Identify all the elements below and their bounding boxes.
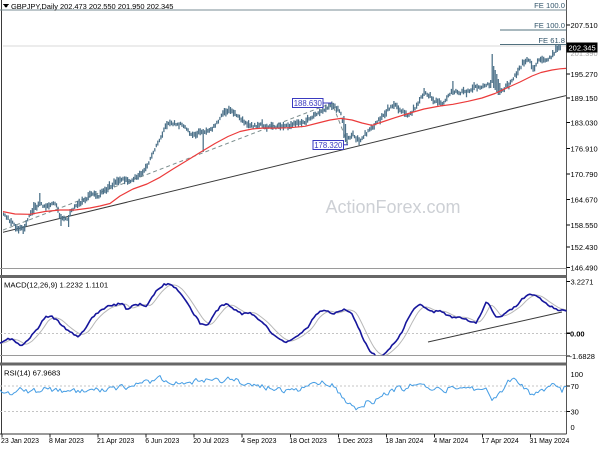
svg-text:189.150: 189.150 xyxy=(571,94,598,103)
svg-text:4 Mar 2024: 4 Mar 2024 xyxy=(433,438,468,445)
svg-text:FE 100.0: FE 100.0 xyxy=(534,1,565,10)
svg-text:183.030: 183.030 xyxy=(571,119,598,128)
svg-text:FE 61.8: FE 61.8 xyxy=(538,36,565,45)
svg-text:164.670: 164.670 xyxy=(571,196,598,205)
svg-text:188.630: 188.630 xyxy=(294,99,323,108)
svg-text:201.390: 201.390 xyxy=(571,49,598,58)
svg-text:ActionForex.com: ActionForex.com xyxy=(325,197,460,217)
svg-text:178.320: 178.320 xyxy=(314,141,343,150)
svg-text:176.910: 176.910 xyxy=(571,145,598,154)
svg-text:195.270: 195.270 xyxy=(571,70,598,79)
svg-text:23 Jan 2023: 23 Jan 2023 xyxy=(1,438,39,445)
svg-text:RSI(14) 67.9683: RSI(14) 67.9683 xyxy=(4,369,60,378)
svg-text:30: 30 xyxy=(571,408,579,417)
svg-text:21 Apr 2023: 21 Apr 2023 xyxy=(97,438,134,445)
svg-text:17 Apr 2024: 17 Apr 2024 xyxy=(482,438,519,445)
svg-text:MACD(12,26,9) 1.2232 1.1101: MACD(12,26,9) 1.2232 1.1101 xyxy=(4,281,108,290)
svg-text:18 Oct 2023: 18 Oct 2023 xyxy=(289,438,327,445)
svg-text:-1.6828: -1.6828 xyxy=(570,352,595,361)
svg-text:31 May 2024: 31 May 2024 xyxy=(530,438,570,445)
svg-text:8 Mar 2023: 8 Mar 2023 xyxy=(49,438,84,445)
svg-text:0: 0 xyxy=(571,423,575,432)
svg-text:0.00: 0.00 xyxy=(570,329,585,338)
svg-text:FE 100.0: FE 100.0 xyxy=(534,21,565,30)
svg-text:170.790: 170.790 xyxy=(571,170,598,179)
svg-text:GBPJPY,Daily 202.473 202.550: GBPJPY,Daily 202.473 202.550 201.950 202… xyxy=(11,2,173,11)
svg-text:1 Dec 2023: 1 Dec 2023 xyxy=(337,438,372,445)
svg-text:4 Sep 2023: 4 Sep 2023 xyxy=(241,438,276,445)
svg-text:202.345: 202.345 xyxy=(569,43,596,52)
svg-text:3.2271: 3.2271 xyxy=(571,278,594,287)
svg-text:18 Jan 2024: 18 Jan 2024 xyxy=(385,438,423,445)
svg-text:158.550: 158.550 xyxy=(571,221,598,230)
svg-text:207.510: 207.510 xyxy=(571,21,598,30)
svg-text:6 Jun 2023: 6 Jun 2023 xyxy=(145,438,179,445)
svg-text:152.430: 152.430 xyxy=(571,243,598,252)
svg-text:146.490: 146.490 xyxy=(571,264,598,273)
svg-text:100: 100 xyxy=(571,370,584,379)
svg-text:20 Jul 2023: 20 Jul 2023 xyxy=(193,438,229,445)
svg-text:70: 70 xyxy=(571,382,579,391)
